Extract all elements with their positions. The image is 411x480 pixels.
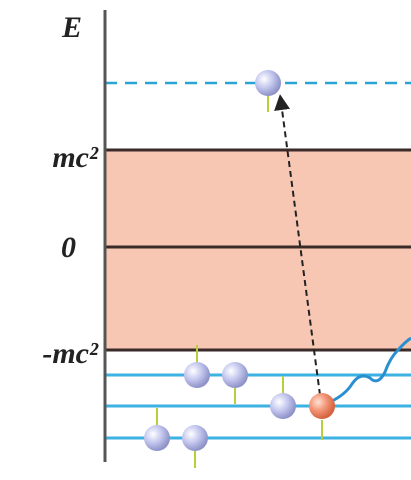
hole	[309, 393, 335, 419]
forbidden-gap	[105, 150, 411, 350]
level-label: mc²	[52, 141, 99, 174]
level-label: 0	[61, 231, 76, 264]
level-label: -mc²	[42, 337, 99, 370]
page: E mc² 0 -mc² (() => { const data = JSON.…	[0, 0, 411, 480]
axis-label: E	[61, 11, 82, 44]
diagram: E mc² 0 -mc²	[0, 0, 411, 480]
